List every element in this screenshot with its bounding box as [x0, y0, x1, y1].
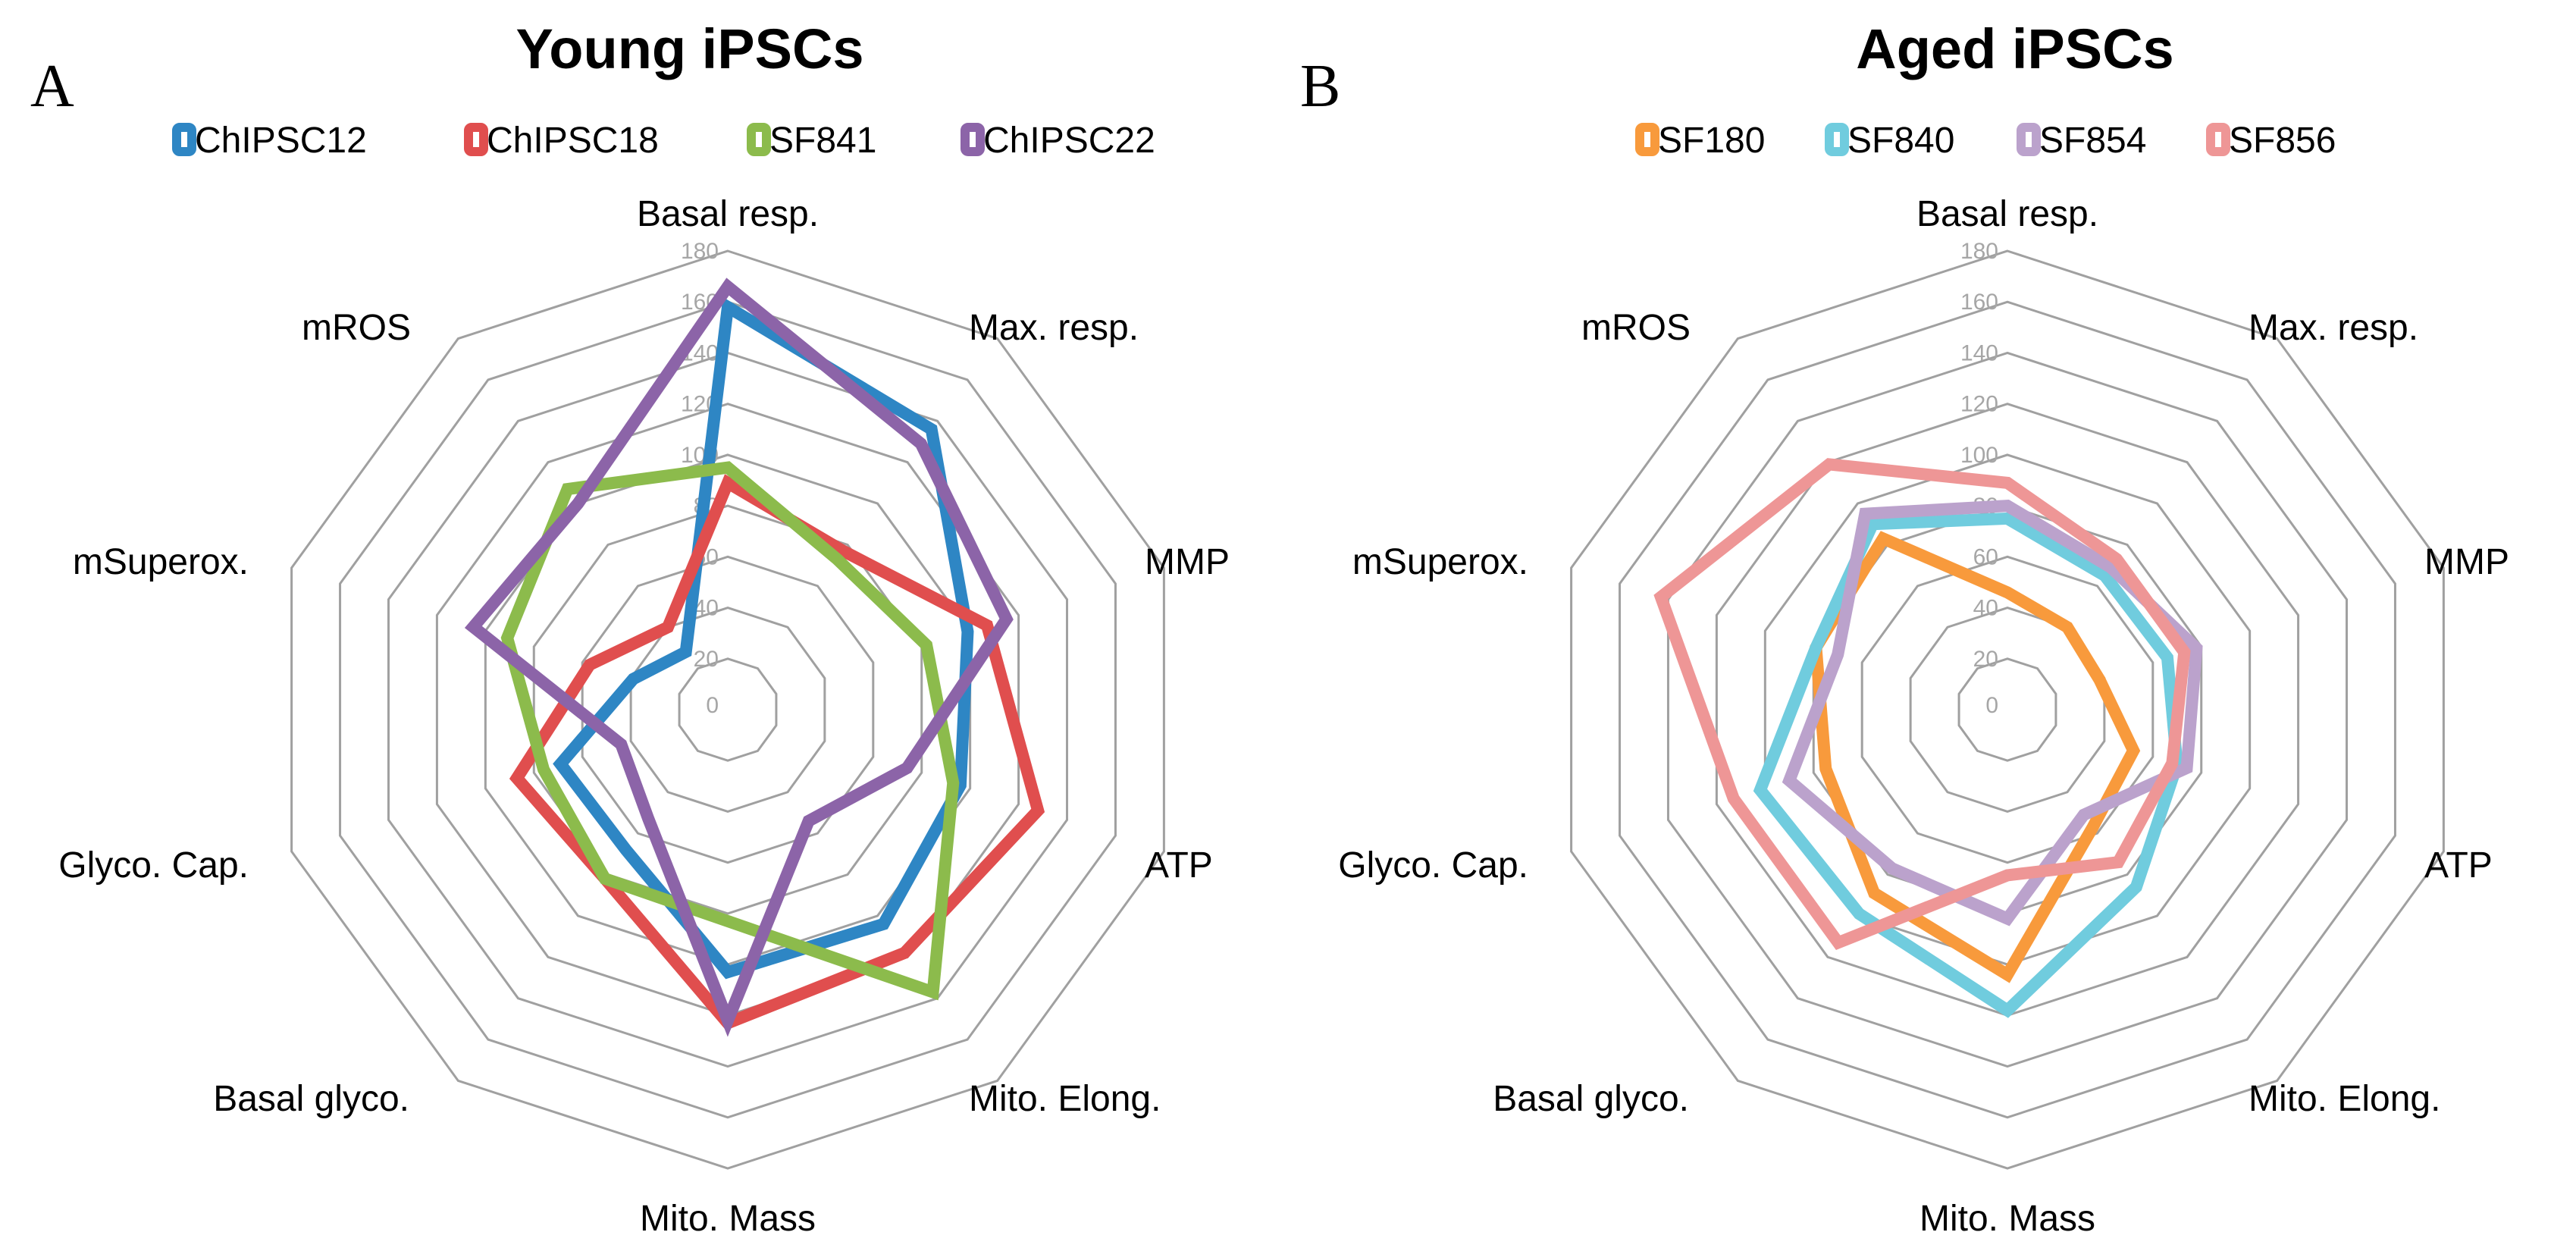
tick-label: 140	[1960, 340, 1998, 365]
panel-b-aged-ipscs: B Aged iPSCs 020406080100120140160180SF1…	[1300, 17, 2509, 1239]
axis-label: MMP	[2424, 542, 2509, 582]
grid-ring	[629, 606, 826, 814]
series-line-chipsc12	[553, 296, 974, 980]
legend-marker	[2206, 123, 2230, 156]
legend-marker	[1635, 123, 1659, 156]
legend-marker	[172, 123, 196, 156]
legend-label: SF841	[769, 121, 876, 161]
chart-title-a: Young iPSCs	[516, 17, 863, 80]
axis-label: Max. resp.	[969, 308, 1139, 348]
tick-label: 0	[1985, 693, 1998, 718]
grid-ring	[1570, 249, 2445, 1170]
tick-label: 160	[1960, 290, 1998, 315]
axis-label: Glyco. Cap.	[58, 845, 249, 886]
tick-label: 0	[706, 693, 719, 718]
axis-label: Mito. Mass	[1919, 1199, 2095, 1239]
axis-label: mROS	[302, 308, 411, 348]
legend-label: SF856	[2229, 121, 2336, 161]
panel-label-b: B	[1300, 53, 1340, 120]
tick-label: 180	[1960, 239, 1998, 264]
axis-label: mSuperox.	[1352, 542, 1528, 582]
axis-label: Mito. Elong.	[969, 1079, 1161, 1119]
panel-a-young-ipscs: A Young iPSCs 020406080100120140160180Ch…	[30, 17, 1230, 1239]
tick-label: 20	[694, 647, 719, 672]
grid-ring	[1666, 351, 2349, 1068]
tick-label: 20	[1973, 647, 1998, 672]
chart-title-b: Aged iPSCs	[1856, 17, 2173, 80]
axis-label: mSuperox.	[73, 542, 249, 582]
series-line-sf840	[1753, 512, 2183, 1018]
tick-label: 60	[1973, 544, 1998, 569]
axis-label: Basal resp.	[637, 194, 819, 234]
axis-label: Basal glyco.	[213, 1079, 409, 1119]
panel-label-a: A	[30, 53, 74, 120]
grid-ring	[290, 249, 1165, 1170]
grid-ring	[339, 300, 1117, 1119]
legend-marker	[464, 123, 488, 156]
legend-label: SF854	[2039, 121, 2146, 161]
legend-marker	[2017, 123, 2041, 156]
tick-label: 40	[1973, 596, 1998, 621]
legend-label: ChIPSC12	[195, 121, 367, 161]
axis-label: mROS	[1581, 308, 1691, 348]
legend-label: ChIPSC18	[487, 121, 659, 161]
axis-label: MMP	[1145, 542, 1230, 582]
grid-ring	[1860, 555, 2155, 864]
grid-ring	[581, 555, 875, 864]
axis-label: Glyco. Cap.	[1338, 845, 1528, 886]
legend-marker	[1825, 123, 1849, 156]
axis-label: ATP	[2424, 845, 2493, 886]
axis-label: ATP	[1145, 845, 1213, 886]
grid-ring	[1619, 300, 2396, 1119]
axis-label: Max. resp.	[2249, 308, 2418, 348]
axis-label: Mito. Mass	[640, 1199, 816, 1239]
grid-ring	[387, 351, 1069, 1068]
legend-label: SF840	[1847, 121, 1954, 161]
legend-label: SF180	[1658, 121, 1765, 161]
grid-ring	[678, 657, 778, 762]
tick-label: 180	[681, 239, 719, 264]
series-line-chipsc22	[464, 277, 1014, 1037]
tick-label: 100	[1960, 443, 1998, 468]
legend-marker	[961, 123, 985, 156]
axis-label: Basal resp.	[1916, 194, 2098, 234]
series-line-sf841	[500, 461, 960, 1001]
grid-ring	[1957, 657, 2057, 762]
legend-label: ChIPSC22	[983, 121, 1155, 161]
series-line-sf856	[1653, 458, 2191, 950]
axis-label: Mito. Elong.	[2249, 1079, 2440, 1119]
axis-label: Basal glyco.	[1493, 1079, 1689, 1119]
tick-label: 120	[1960, 392, 1998, 417]
legend-marker	[747, 123, 771, 156]
